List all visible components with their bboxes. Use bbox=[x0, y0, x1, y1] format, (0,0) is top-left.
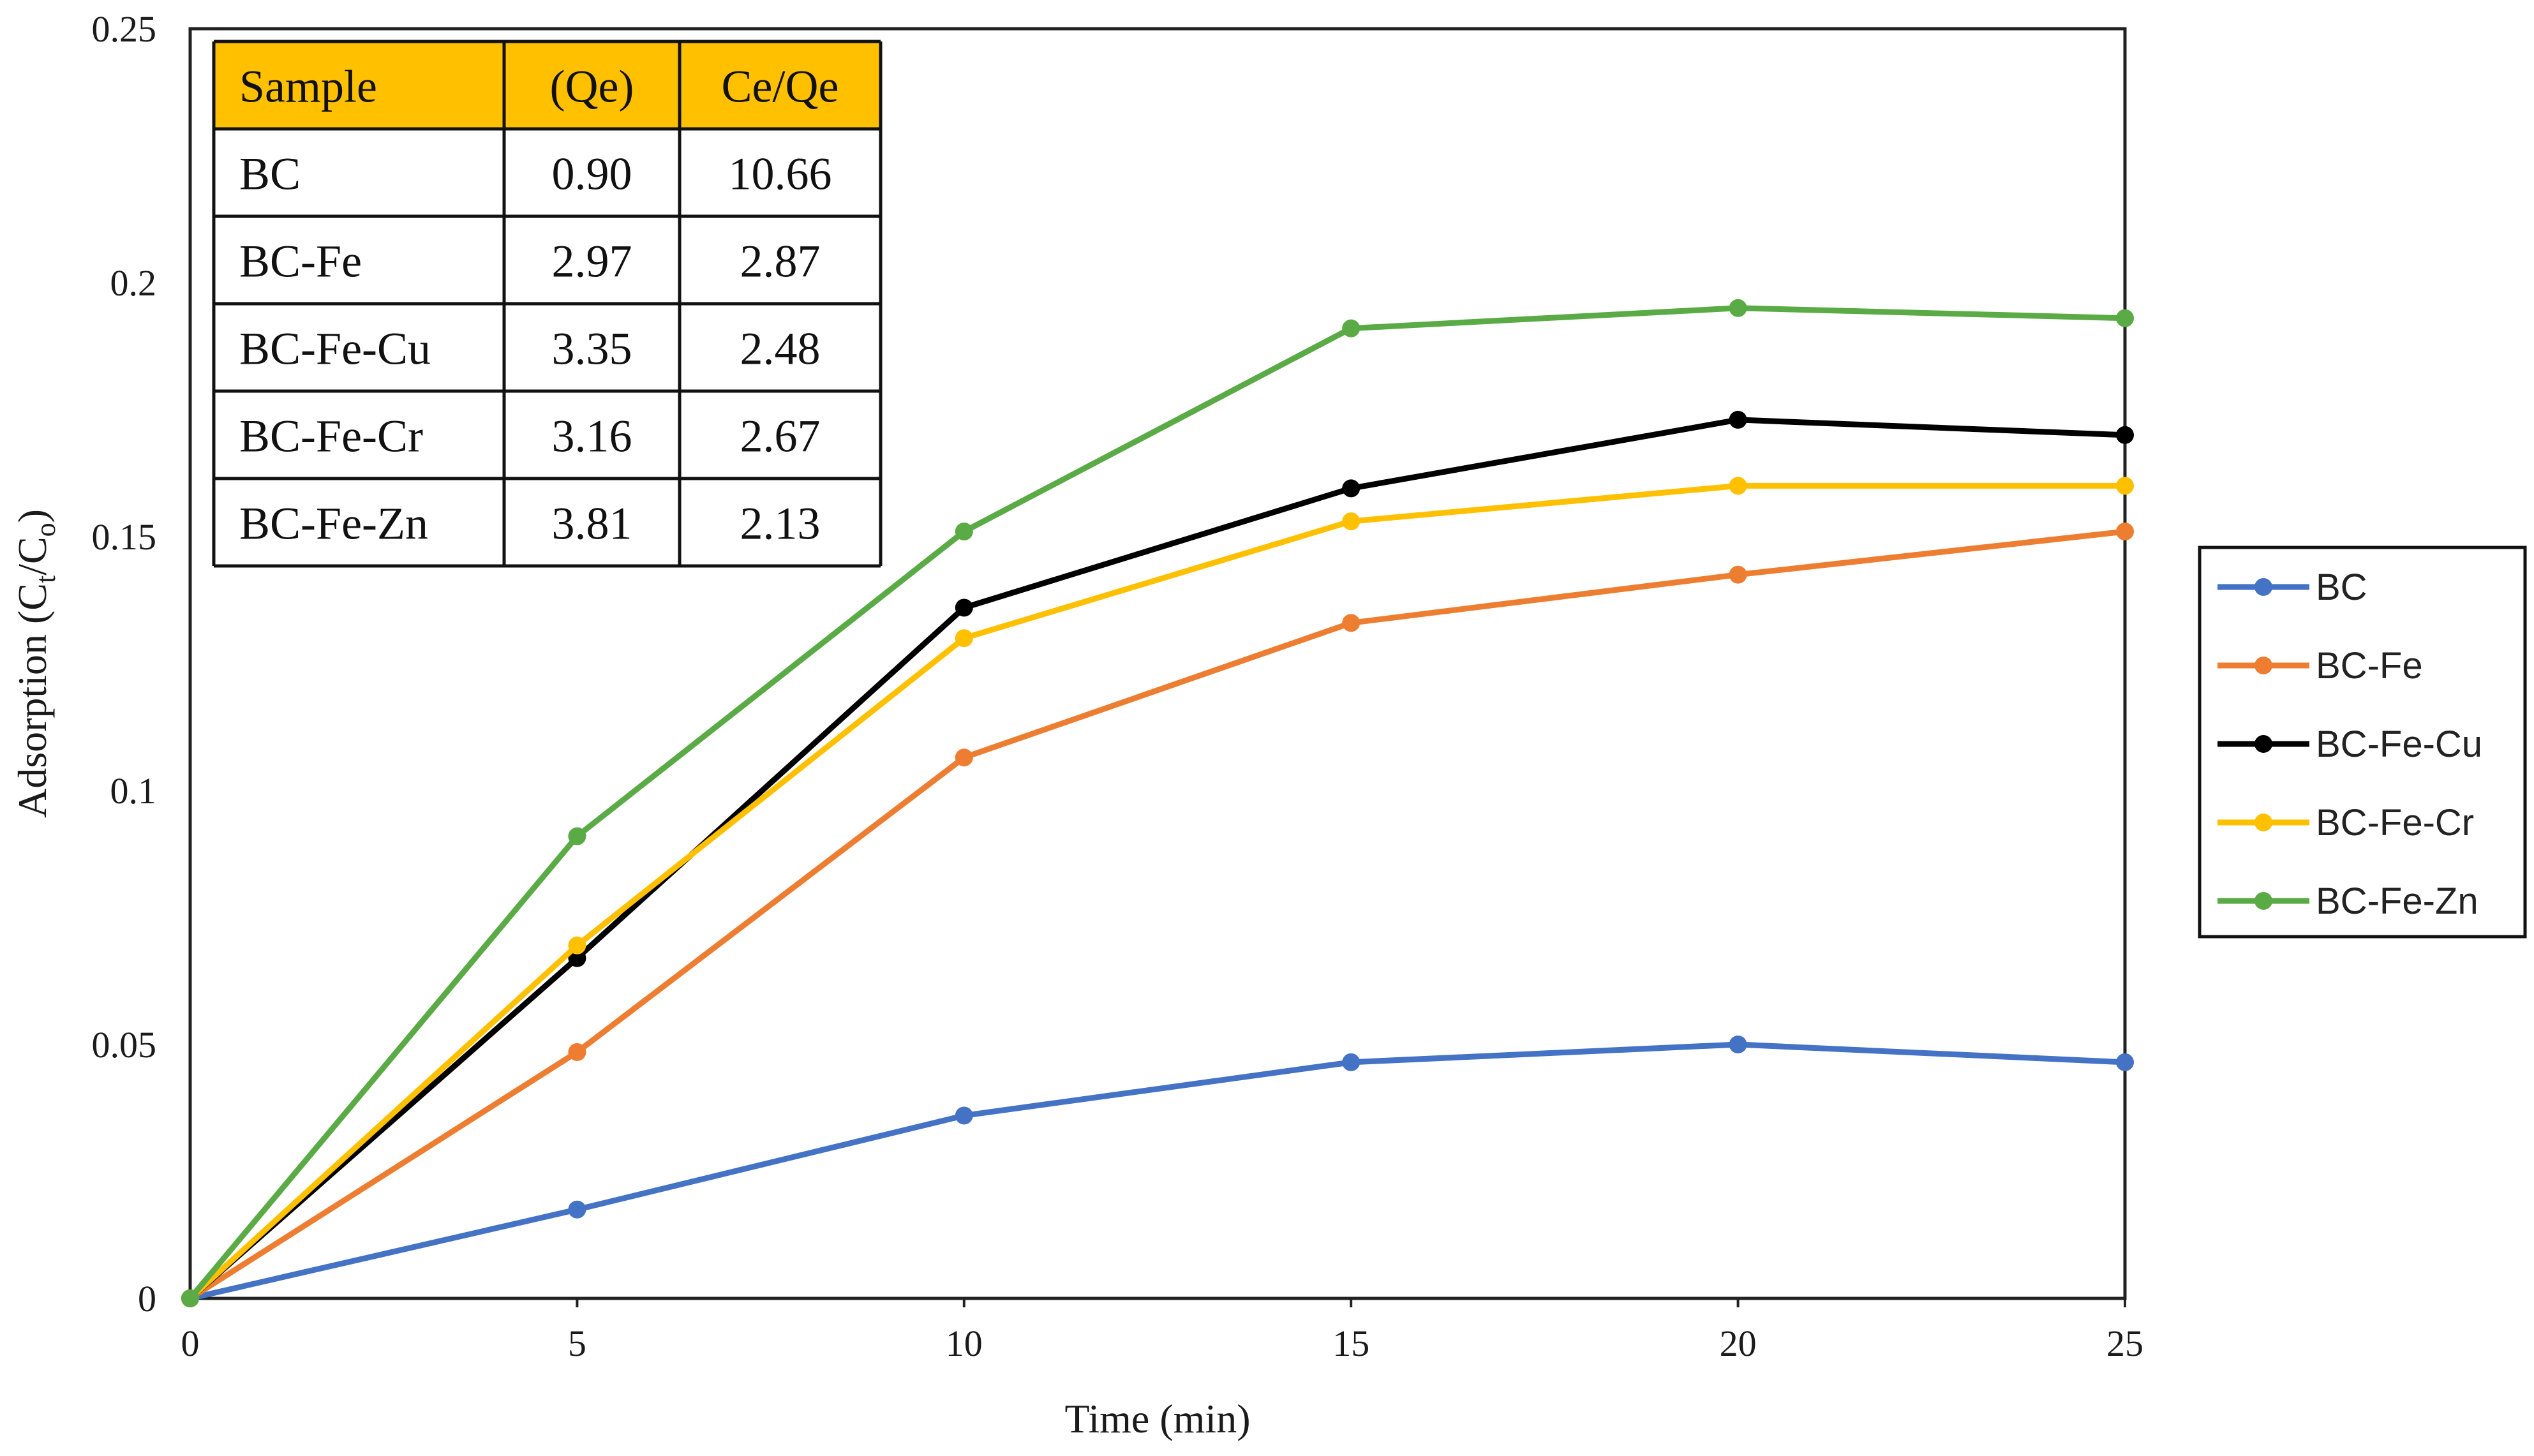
y-tick-label: 0.25 bbox=[92, 8, 157, 50]
data-point bbox=[2116, 477, 2134, 495]
data-point bbox=[955, 523, 973, 541]
legend-item: BC-Fe-Cr bbox=[2217, 802, 2474, 843]
x-tick-label: 5 bbox=[568, 1323, 586, 1364]
inset-table-cell: 2.97 bbox=[552, 236, 632, 287]
y-axis-title-subscript: t bbox=[30, 576, 61, 583]
inset-table-cell: BC-Fe-Cr bbox=[239, 411, 423, 462]
inset-table-cell: BC-Fe-Zn bbox=[239, 498, 428, 549]
series-line bbox=[188, 305, 2126, 1300]
y-axis-title-part: /C bbox=[10, 537, 55, 575]
inset-table-header-fill bbox=[214, 41, 881, 129]
inset-table-cell: 10.66 bbox=[729, 149, 832, 200]
data-point bbox=[2116, 523, 2134, 541]
inset-table-header-cell: (Qe) bbox=[550, 61, 634, 112]
x-axis-title: Time (min) bbox=[1065, 1396, 1251, 1441]
legend-label: BC-Fe-Cr bbox=[2316, 802, 2474, 843]
data-point bbox=[2116, 309, 2134, 327]
inset-table-cell: 2.48 bbox=[740, 323, 821, 375]
data-point bbox=[955, 629, 973, 648]
data-point bbox=[1342, 319, 1360, 338]
data-point bbox=[955, 748, 973, 767]
data-point bbox=[955, 598, 973, 617]
y-tick-label: 0.15 bbox=[92, 516, 157, 558]
series-bc bbox=[181, 1036, 2134, 1307]
legend-label: BC-Fe bbox=[2316, 645, 2423, 687]
series-line bbox=[188, 417, 2126, 1301]
data-point bbox=[1729, 299, 1747, 317]
series-line bbox=[189, 1041, 2126, 1302]
x-tick-label: 20 bbox=[1720, 1323, 1757, 1364]
plot-area-frame bbox=[188, 27, 2127, 1300]
data-point bbox=[1342, 512, 1360, 531]
data-point bbox=[568, 1043, 586, 1061]
y-tick-label: 0 bbox=[138, 1278, 156, 1319]
inset-table-cell: 2.13 bbox=[740, 498, 821, 549]
series-bc-fe bbox=[181, 523, 2134, 1307]
legend-label: BC-Fe-Cu bbox=[2316, 724, 2482, 765]
y-axis-title-part: Adsorption (C bbox=[10, 583, 55, 818]
data-point bbox=[568, 936, 586, 955]
inset-table-cell: 3.16 bbox=[552, 411, 632, 462]
legend-marker bbox=[2255, 657, 2272, 674]
inset-table-cell: 2.67 bbox=[740, 411, 821, 462]
y-tick-label: 0.2 bbox=[110, 262, 157, 304]
legend-item: BC-Fe bbox=[2217, 645, 2423, 687]
legend-item: BC-Fe-Cu bbox=[2217, 724, 2482, 765]
x-tick-label: 0 bbox=[181, 1323, 200, 1364]
inset-table-cell: BC-Fe-Cu bbox=[239, 323, 431, 375]
legend-label: BC bbox=[2316, 567, 2367, 608]
data-point bbox=[1342, 479, 1360, 498]
data-point bbox=[1729, 565, 1747, 584]
inset-table-cell: 2.87 bbox=[740, 236, 821, 287]
series-bc-fe-cr bbox=[181, 477, 2134, 1307]
x-tick-label: 15 bbox=[1332, 1323, 1369, 1364]
legend-item: BC-Fe-Zn bbox=[2217, 880, 2478, 922]
inset-table-cell: 3.35 bbox=[552, 323, 632, 375]
inset-table-cell: BC-Fe bbox=[239, 236, 362, 287]
data-point bbox=[568, 949, 586, 967]
y-axis-title-part: ) bbox=[10, 509, 55, 523]
y-tick-label: 0.1 bbox=[110, 770, 157, 812]
series-line bbox=[188, 482, 2125, 1301]
inset-table-cell: 3.81 bbox=[552, 498, 632, 549]
legend-label: BC-Fe-Zn bbox=[2316, 880, 2478, 922]
data-point bbox=[955, 1106, 973, 1125]
y-tick-label: 0.05 bbox=[92, 1024, 157, 1066]
data-point bbox=[2116, 426, 2134, 444]
x-tick-label: 25 bbox=[2106, 1323, 2143, 1364]
series-line bbox=[188, 528, 2126, 1301]
legend-marker bbox=[2255, 813, 2272, 831]
data-point bbox=[181, 1289, 199, 1307]
data-point bbox=[568, 827, 586, 845]
data-point bbox=[1729, 410, 1747, 429]
data-point bbox=[2116, 1053, 2134, 1071]
inset-table-header-cell: Sample bbox=[239, 61, 377, 112]
legend-marker bbox=[2255, 578, 2272, 596]
inset-table-header-cell: Ce/Qe bbox=[722, 61, 839, 112]
data-point bbox=[1729, 1036, 1747, 1053]
legend-item: BC bbox=[2217, 567, 2367, 608]
inset-table-cell: 0.90 bbox=[552, 149, 632, 200]
y-axis-title-subscript: o bbox=[30, 523, 61, 537]
data-point bbox=[1342, 1053, 1360, 1071]
inset-table-cell: BC bbox=[239, 149, 301, 200]
x-tick-label: 10 bbox=[946, 1323, 983, 1364]
data-point bbox=[1342, 614, 1360, 632]
legend-marker bbox=[2255, 735, 2272, 753]
data-point bbox=[568, 1200, 586, 1219]
data-point bbox=[1729, 477, 1747, 495]
series-bc-fe-zn bbox=[181, 299, 2134, 1307]
legend-marker bbox=[2255, 892, 2272, 910]
y-axis-title: Adsorption (Ct/Co) bbox=[10, 509, 61, 818]
